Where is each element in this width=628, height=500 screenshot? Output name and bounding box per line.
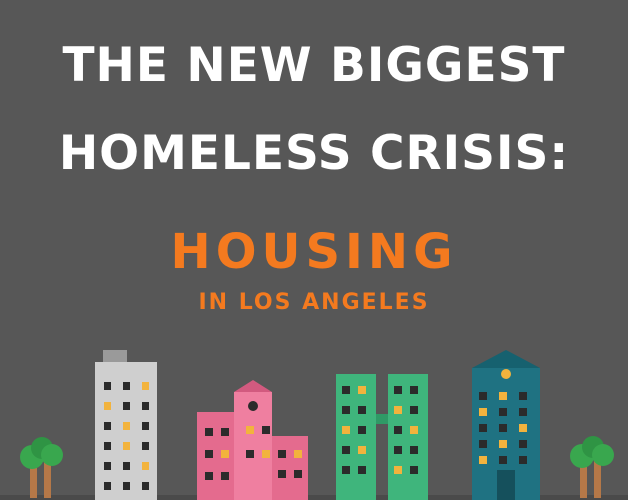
window (410, 426, 418, 434)
window (246, 450, 254, 458)
window (278, 470, 286, 478)
housing-title: HOUSING (170, 224, 458, 280)
teal-tower-icon (472, 350, 540, 500)
window (142, 462, 149, 470)
window (221, 450, 229, 458)
window (410, 446, 418, 454)
city-skyline-illustration (0, 350, 628, 500)
window (142, 402, 149, 410)
window (221, 428, 229, 436)
window (394, 386, 402, 394)
location-subtitle: IN LOS ANGELES (198, 290, 430, 315)
window (358, 426, 366, 434)
window (205, 428, 213, 436)
window (479, 440, 487, 448)
window (294, 450, 302, 458)
window (519, 424, 527, 432)
window (342, 386, 350, 394)
window (104, 382, 111, 390)
window (104, 402, 111, 410)
window (499, 456, 507, 464)
window (358, 446, 366, 454)
window (104, 442, 111, 450)
window (499, 392, 507, 400)
window (246, 426, 254, 434)
window (342, 446, 350, 454)
window (479, 456, 487, 464)
window (123, 482, 130, 490)
palm-tree-icon (570, 436, 614, 498)
window (205, 450, 213, 458)
window (394, 446, 402, 454)
ground-strip (0, 495, 628, 500)
window (342, 426, 350, 434)
window (394, 406, 402, 414)
headline-line-1: THE NEW BIGGEST (62, 38, 566, 93)
window (123, 422, 130, 430)
window (358, 386, 366, 394)
headline-line-2: HOMELESS CRISIS: (58, 126, 570, 181)
window (410, 466, 418, 474)
window (142, 482, 149, 490)
window (142, 382, 149, 390)
window (123, 462, 130, 470)
window (519, 440, 527, 448)
window (262, 450, 270, 458)
window (394, 426, 402, 434)
window (262, 426, 270, 434)
window (205, 472, 213, 480)
window (519, 408, 527, 416)
window (410, 386, 418, 394)
window (499, 408, 507, 416)
window (479, 392, 487, 400)
palm-tree-icon (20, 437, 63, 498)
window (479, 408, 487, 416)
grey-tower-icon (95, 350, 157, 500)
window (358, 406, 366, 414)
window (123, 402, 130, 410)
window (104, 422, 111, 430)
window (221, 472, 229, 480)
window (410, 406, 418, 414)
window (358, 466, 366, 474)
window (342, 466, 350, 474)
window (294, 470, 302, 478)
window (104, 462, 111, 470)
window (342, 406, 350, 414)
window (499, 424, 507, 432)
window (479, 424, 487, 432)
window (142, 442, 149, 450)
window (394, 466, 402, 474)
window (104, 482, 111, 490)
window (142, 422, 149, 430)
window (519, 456, 527, 464)
pink-house-building-icon (197, 380, 308, 500)
green-twin-tower-icon (336, 374, 428, 500)
window (123, 382, 130, 390)
window (499, 440, 507, 448)
window (123, 442, 130, 450)
window (278, 450, 286, 458)
window (519, 392, 527, 400)
